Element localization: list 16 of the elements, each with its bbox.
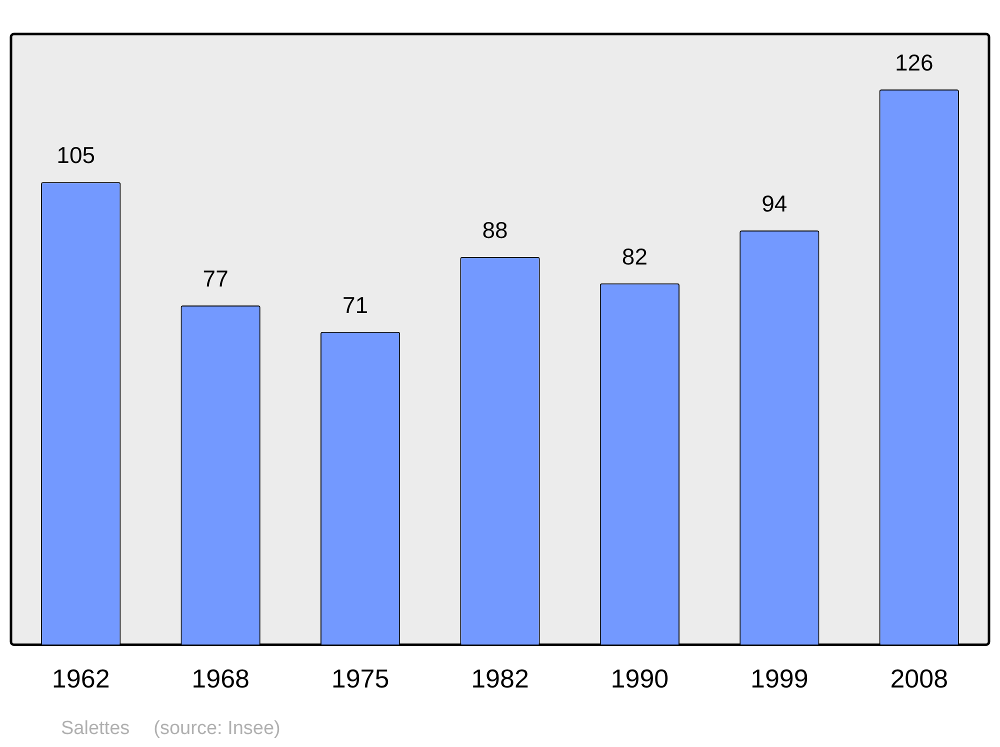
data-label: 71 (342, 292, 368, 318)
text: Salettes (61, 718, 130, 739)
x-tick-label: 1968 (192, 664, 250, 694)
data-label: 88 (482, 216, 508, 243)
data-label: 77 (202, 265, 228, 292)
x-tick-label: 1975 (331, 664, 390, 694)
data-label: 105 (56, 142, 96, 168)
x-tick-label: 1982 (471, 664, 529, 694)
x-tick-label: 1999 (750, 664, 808, 694)
x-tick-label: 2008 (890, 664, 948, 694)
data-label: 82 (622, 243, 648, 270)
x-tick-label: 1990 (610, 664, 669, 694)
text: (source: Insee) (154, 718, 280, 739)
data-label: 126 (894, 49, 934, 76)
data-label: 94 (762, 190, 788, 216)
x-tick-label: 1962 (52, 664, 110, 694)
